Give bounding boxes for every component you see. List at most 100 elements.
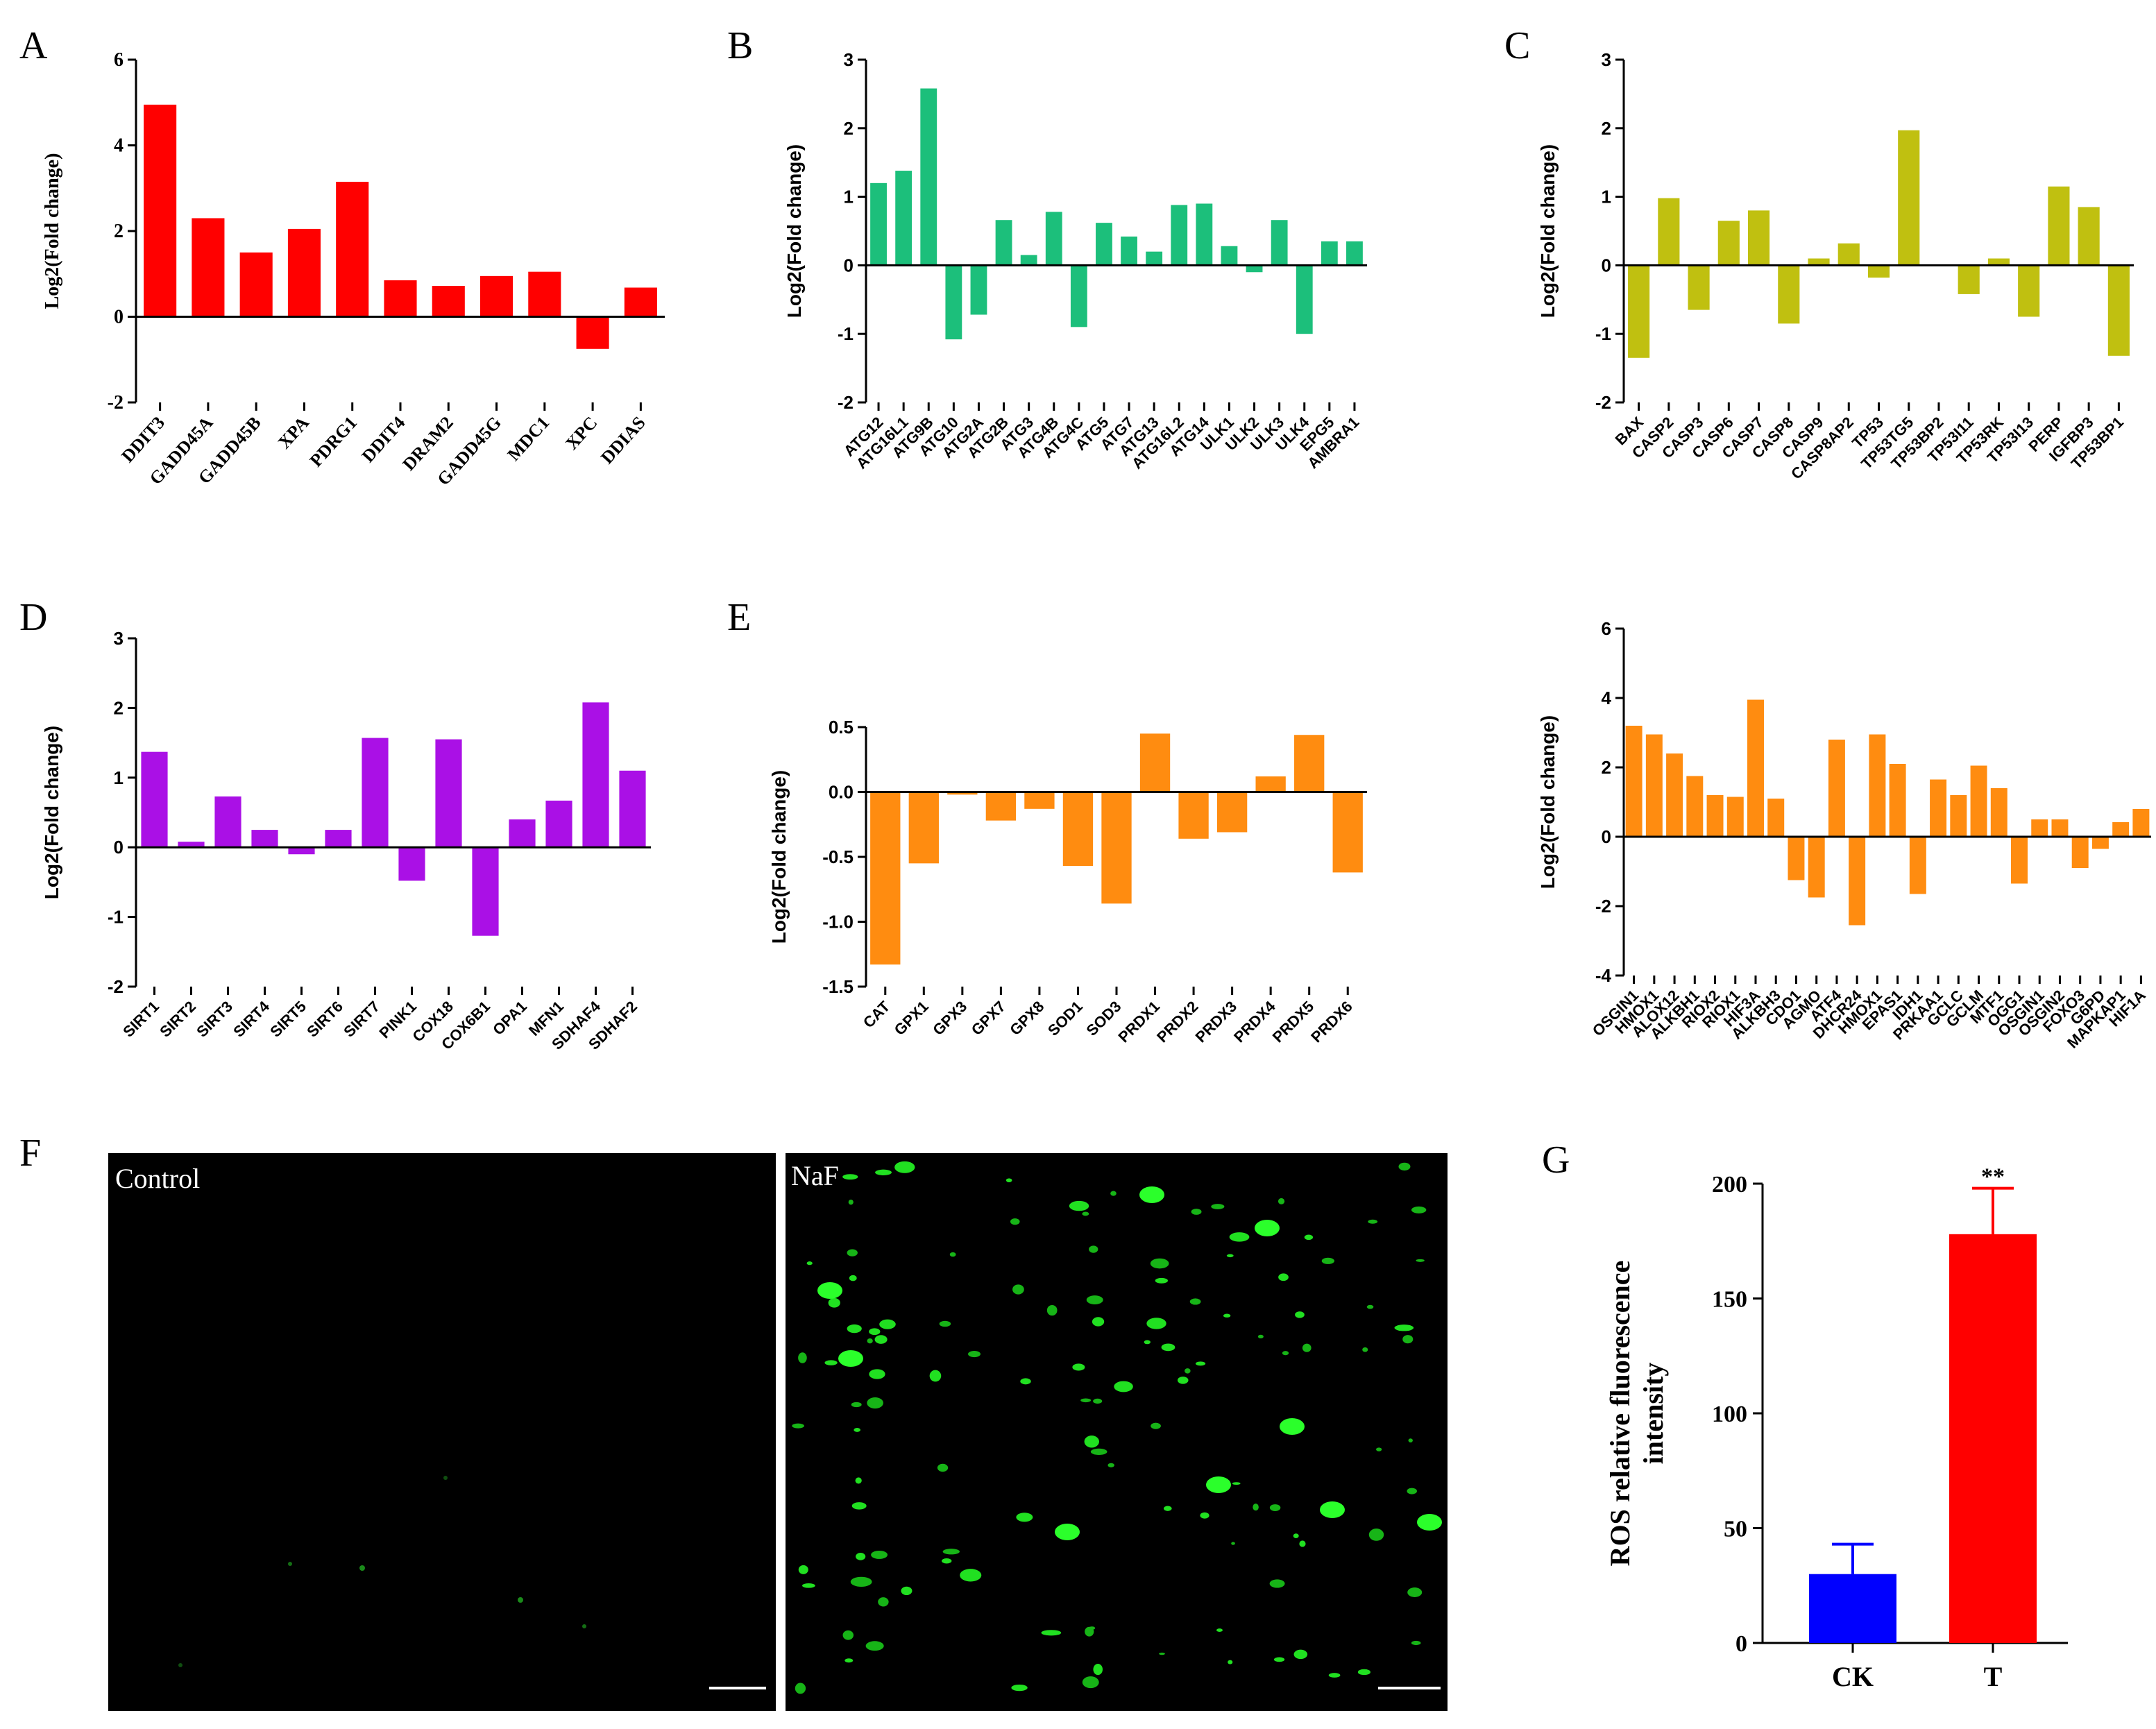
bar xyxy=(1139,733,1171,792)
cell xyxy=(1107,1463,1114,1467)
x-tick-label: XPA xyxy=(274,412,313,452)
cell xyxy=(1376,1447,1382,1451)
x-tick-label: CAT xyxy=(860,997,894,1031)
cell xyxy=(878,1597,889,1607)
cell xyxy=(1005,1178,1012,1183)
y-axis-label: intensity xyxy=(1638,1363,1669,1465)
cell xyxy=(865,1641,884,1651)
cell xyxy=(1084,1436,1099,1448)
bar xyxy=(1778,265,1800,324)
image-control-bg xyxy=(108,1153,776,1711)
cell xyxy=(1155,1277,1169,1284)
y-tick-label: -1.5 xyxy=(822,976,854,997)
panel-label-a: A xyxy=(19,24,48,67)
bar xyxy=(1717,221,1740,266)
x-tick-label: PDRG1 xyxy=(306,413,362,471)
cell xyxy=(1357,1669,1371,1676)
cell xyxy=(1139,1186,1164,1203)
bar xyxy=(870,182,887,266)
bar xyxy=(2031,819,2048,837)
bar xyxy=(2071,837,2089,868)
cell xyxy=(942,1549,960,1555)
y-tick-label: 0 xyxy=(114,307,124,328)
cell xyxy=(1082,1211,1089,1216)
y-tick-label: -4 xyxy=(1595,965,1612,986)
bar xyxy=(1867,265,1890,278)
image-control: Control xyxy=(108,1153,776,1711)
y-tick-label: 0 xyxy=(1735,1631,1747,1657)
cell xyxy=(806,1261,813,1266)
cell xyxy=(1146,1318,1166,1329)
x-tick-label: SIRT1 xyxy=(119,998,162,1041)
x-tick-label: SIRT7 xyxy=(340,998,383,1041)
cell xyxy=(1407,1587,1423,1597)
cell xyxy=(1269,1504,1281,1511)
bar xyxy=(287,228,321,317)
bar xyxy=(1216,792,1248,833)
bar xyxy=(1221,246,1238,266)
bar xyxy=(1101,792,1132,904)
x-tick-label: SIRT2 xyxy=(156,998,199,1041)
bar xyxy=(985,792,1017,821)
cell-dot xyxy=(178,1663,183,1667)
y-tick-label: 0.5 xyxy=(829,717,854,738)
cell xyxy=(849,1275,857,1281)
cell xyxy=(1191,1209,1202,1215)
y-axis-label: Log2(Fold change) xyxy=(1537,144,1559,318)
x-tick-label: MDC1 xyxy=(503,413,553,465)
bar xyxy=(384,280,417,317)
bar xyxy=(1628,265,1650,358)
bar xyxy=(1070,265,1087,327)
y-tick-label: -2 xyxy=(1595,392,1611,413)
cell xyxy=(847,1324,862,1334)
cell xyxy=(795,1683,806,1694)
y-tick-label: -1 xyxy=(838,323,854,344)
cell xyxy=(1228,1660,1233,1664)
bar xyxy=(1837,243,1860,266)
bar xyxy=(432,286,465,317)
bar xyxy=(1688,265,1710,310)
cell xyxy=(875,1169,892,1175)
cell xyxy=(1090,1448,1107,1456)
bar xyxy=(1788,837,1805,880)
cell xyxy=(1150,1258,1169,1269)
y-tick-label: 50 xyxy=(1724,1517,1747,1542)
cell xyxy=(929,1370,942,1382)
y-tick-label: 200 xyxy=(1712,1172,1747,1198)
naf-cells xyxy=(792,1161,1442,1694)
cell xyxy=(1195,1361,1206,1366)
cell xyxy=(1226,1254,1234,1258)
cell xyxy=(949,1252,956,1257)
bar xyxy=(1747,210,1770,266)
y-tick-label: -2 xyxy=(838,392,854,413)
x-tick-label: OPA1 xyxy=(489,998,530,1039)
bar xyxy=(619,770,646,848)
bar xyxy=(214,796,241,848)
y-tick-label: -1.0 xyxy=(822,912,854,932)
cell xyxy=(1394,1325,1414,1331)
bar xyxy=(325,830,352,848)
cell xyxy=(1320,1501,1345,1518)
y-tick-label: 0 xyxy=(844,255,854,275)
bar xyxy=(870,792,901,965)
bar xyxy=(1949,1234,2037,1643)
bar xyxy=(920,88,937,266)
cell xyxy=(1407,1488,1417,1494)
y-tick-label: -2 xyxy=(108,392,124,414)
cell xyxy=(798,1352,807,1363)
bar xyxy=(336,181,369,317)
bar xyxy=(1889,764,1906,837)
bar xyxy=(1990,788,2008,837)
cell xyxy=(1016,1513,1033,1522)
bar xyxy=(2018,265,2040,317)
bar xyxy=(1666,753,1683,837)
bar xyxy=(947,792,978,795)
bar xyxy=(1767,799,1785,837)
bar xyxy=(1645,734,1663,837)
panel-label-d: D xyxy=(19,596,47,639)
bar xyxy=(1658,198,1680,266)
bar xyxy=(1045,212,1062,266)
x-tick-label: T xyxy=(1984,1661,2003,1692)
